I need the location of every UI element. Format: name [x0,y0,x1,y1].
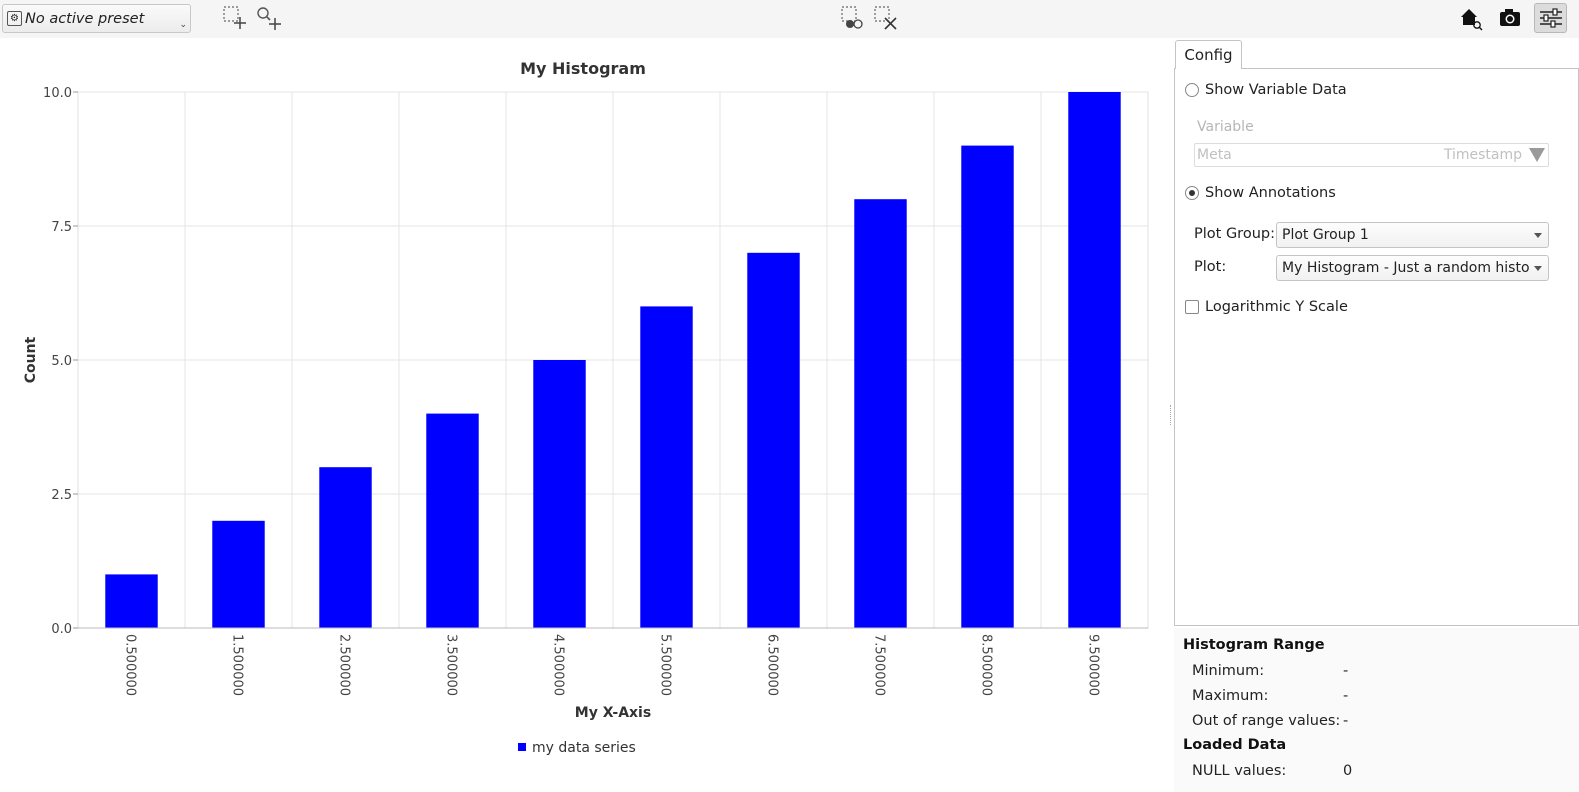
histogram-bar[interactable] [105,574,158,628]
chart-bars [105,92,1121,629]
maximum-value: - [1343,688,1349,704]
minimum-label: Minimum: [1192,663,1265,679]
plot-group-value: Plot Group 1 [1282,227,1369,243]
config-pane: Show Variable Data Variable Meta Timesta… [1174,68,1579,626]
chart-ticks: 0.0 2.5 5.0 7.5 10.0 0.500000 1.500000 2.500000… [43,86,1148,696]
x-tick-label: 3.500000 [444,634,459,696]
show-annotations-label: Show Annotations [1205,185,1336,201]
legend-label: my data series [532,740,636,756]
top-toolbar: ⚙ No active preset ⌄ [0,0,1579,38]
chevron-down-icon: ⌄ [179,20,187,30]
null-values-label: NULL values: [1192,763,1287,779]
y-tick-label: 0.0 [51,622,72,637]
legend-swatch [518,743,526,751]
home-zoom-icon[interactable] [1455,4,1485,32]
radio-button-selected[interactable] [1185,186,1199,200]
show-variable-radio[interactable]: Show Variable Data [1185,82,1347,98]
x-tick-label: 6.500000 [765,634,780,696]
null-values-value: 0 [1343,763,1353,779]
histogram-bar[interactable] [319,467,372,628]
y-axis-label: Count [23,336,39,383]
maximum-label: Maximum: [1192,688,1269,704]
zoom-add-icon[interactable] [254,4,284,32]
log-scale-label: Logarithmic Y Scale [1205,299,1348,315]
select-point-icon[interactable] [838,4,868,32]
preset-label: No active preset [25,10,145,27]
minimum-value: - [1343,663,1349,679]
preset-selector[interactable]: ⚙ No active preset ⌄ [2,4,191,33]
chart-title: My Histogram [520,59,646,78]
x-tick-label: 7.500000 [872,634,887,696]
histogram-range-title: Histogram Range [1183,637,1325,653]
x-tick-label: 2.500000 [337,634,352,696]
histogram-bar[interactable] [961,145,1014,628]
histogram-bar[interactable] [1068,92,1121,628]
variable-value: Meta [1197,147,1232,163]
histogram-bar[interactable] [854,199,907,628]
x-tick-label: 8.500000 [979,634,994,696]
histogram-chart[interactable]: My Histogram Count My X-Axis 0.0 2.5 5.0 7.… [0,38,1170,792]
y-tick-label: 10.0 [43,86,72,101]
chevron-down-icon [1534,266,1542,271]
plot-value: My Histogram - Just a random histogram [1282,260,1530,276]
histogram-bar[interactable] [640,306,693,628]
dropdown-triangle-icon [1529,148,1545,162]
settings-sliders-icon[interactable] [1534,3,1567,33]
clear-selection-icon[interactable] [871,4,901,32]
y-tick-label: 7.5 [51,220,72,235]
camera-icon[interactable] [1495,4,1525,32]
y-tick-label: 5.0 [51,354,72,369]
radio-button[interactable] [1185,83,1199,97]
show-variable-label: Show Variable Data [1205,82,1347,98]
out-of-range-label: Out of range values: [1192,713,1341,729]
plot-label: Plot: [1194,259,1227,275]
histogram-bar[interactable] [747,252,800,629]
variable-label: Variable [1197,119,1254,135]
variable-field: Meta Timestamp [1194,143,1549,167]
preset-config-icon: ⚙ [7,11,22,26]
select-area-add-icon[interactable] [220,4,250,32]
x-axis-label: My X-Axis [575,705,651,721]
tab-config-label: Config [1184,46,1233,64]
y-tick-label: 2.5 [51,488,72,503]
plot-group-label: Plot Group: [1194,226,1275,242]
x-tick-label: 0.500000 [123,634,138,696]
panel-splitter[interactable] [1170,405,1173,425]
x-tick-label: 5.500000 [658,634,673,696]
info-panel: Histogram Range Minimum: - Maximum: - Ou… [1174,628,1579,792]
show-annotations-radio[interactable]: Show Annotations [1185,185,1336,201]
plot-select[interactable]: My Histogram - Just a random histogram [1276,255,1549,281]
tab-config[interactable]: Config [1175,40,1242,69]
out-of-range-value: - [1343,713,1349,729]
variable-secondary: Timestamp [1443,147,1522,163]
histogram-bar[interactable] [212,520,265,628]
checkbox[interactable] [1185,300,1199,314]
histogram-bar[interactable] [533,360,586,628]
log-scale-checkbox[interactable]: Logarithmic Y Scale [1185,299,1348,315]
x-tick-label: 9.500000 [1086,634,1101,696]
histogram-bar[interactable] [426,413,479,628]
x-tick-label: 4.500000 [551,634,566,696]
loaded-data-title: Loaded Data [1183,737,1287,753]
x-tick-label: 1.500000 [230,634,245,696]
legend: my data series [518,740,636,756]
plot-group-select[interactable]: Plot Group 1 [1276,222,1549,248]
chevron-down-icon [1534,233,1542,238]
